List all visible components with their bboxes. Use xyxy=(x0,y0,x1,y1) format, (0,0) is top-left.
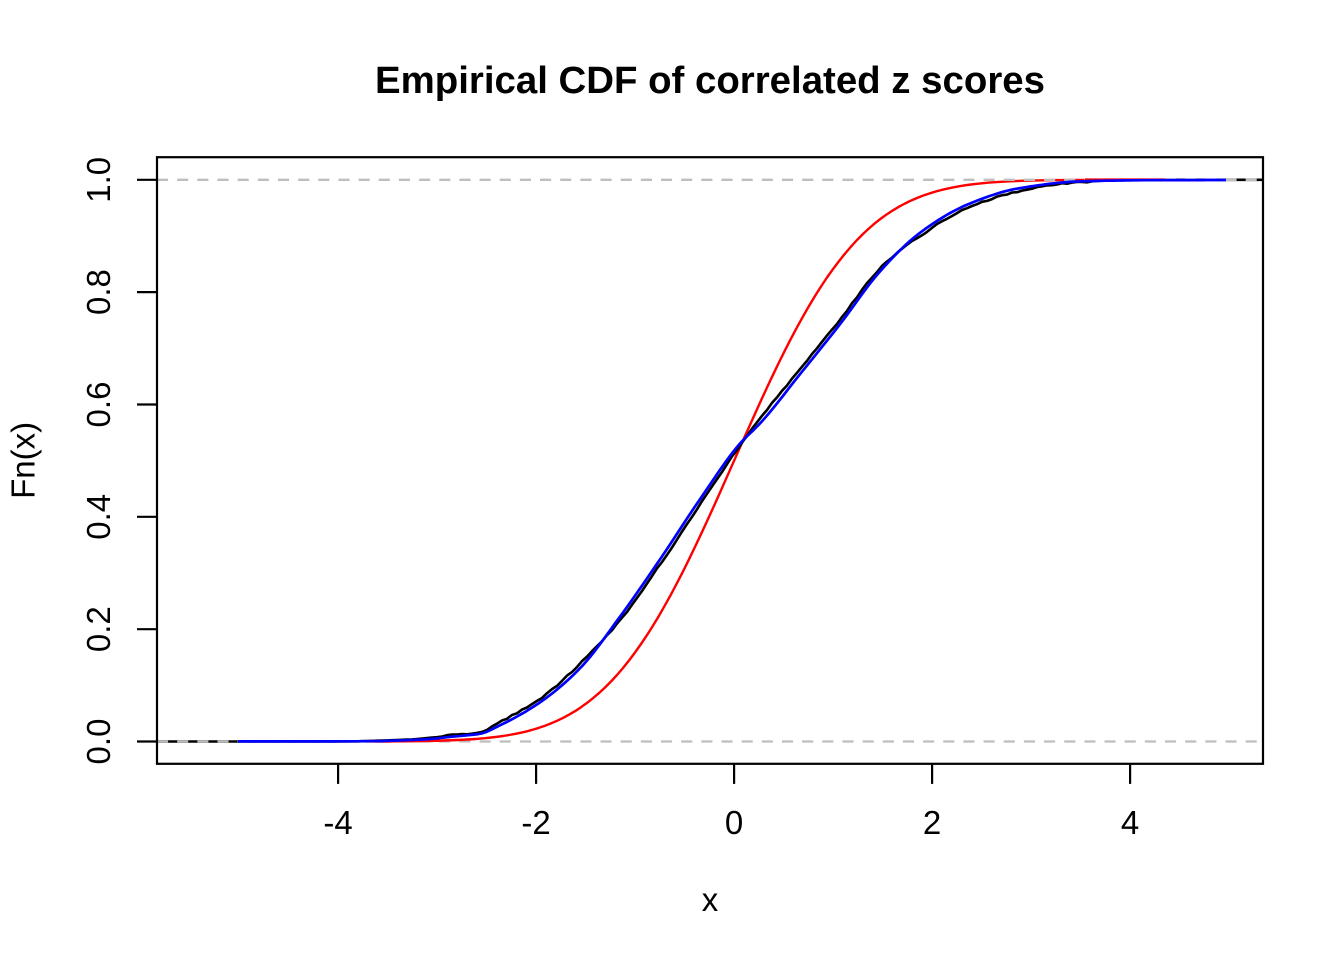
svg-text:-4: -4 xyxy=(323,804,352,841)
svg-text:2: 2 xyxy=(923,804,941,841)
svg-text:0: 0 xyxy=(725,804,743,841)
svg-text:1.0: 1.0 xyxy=(80,157,117,203)
svg-text:x: x xyxy=(702,881,719,918)
svg-text:0.0: 0.0 xyxy=(80,719,117,765)
svg-text:Empirical CDF of correlated z: Empirical CDF of correlated z scores xyxy=(375,59,1045,102)
svg-text:0.4: 0.4 xyxy=(80,494,117,540)
svg-text:-2: -2 xyxy=(521,804,550,841)
svg-text:4: 4 xyxy=(1121,804,1139,841)
svg-text:Fn(x): Fn(x) xyxy=(5,422,42,499)
svg-text:0.6: 0.6 xyxy=(80,382,117,428)
svg-text:0.8: 0.8 xyxy=(80,269,117,315)
svg-text:0.2: 0.2 xyxy=(80,606,117,652)
